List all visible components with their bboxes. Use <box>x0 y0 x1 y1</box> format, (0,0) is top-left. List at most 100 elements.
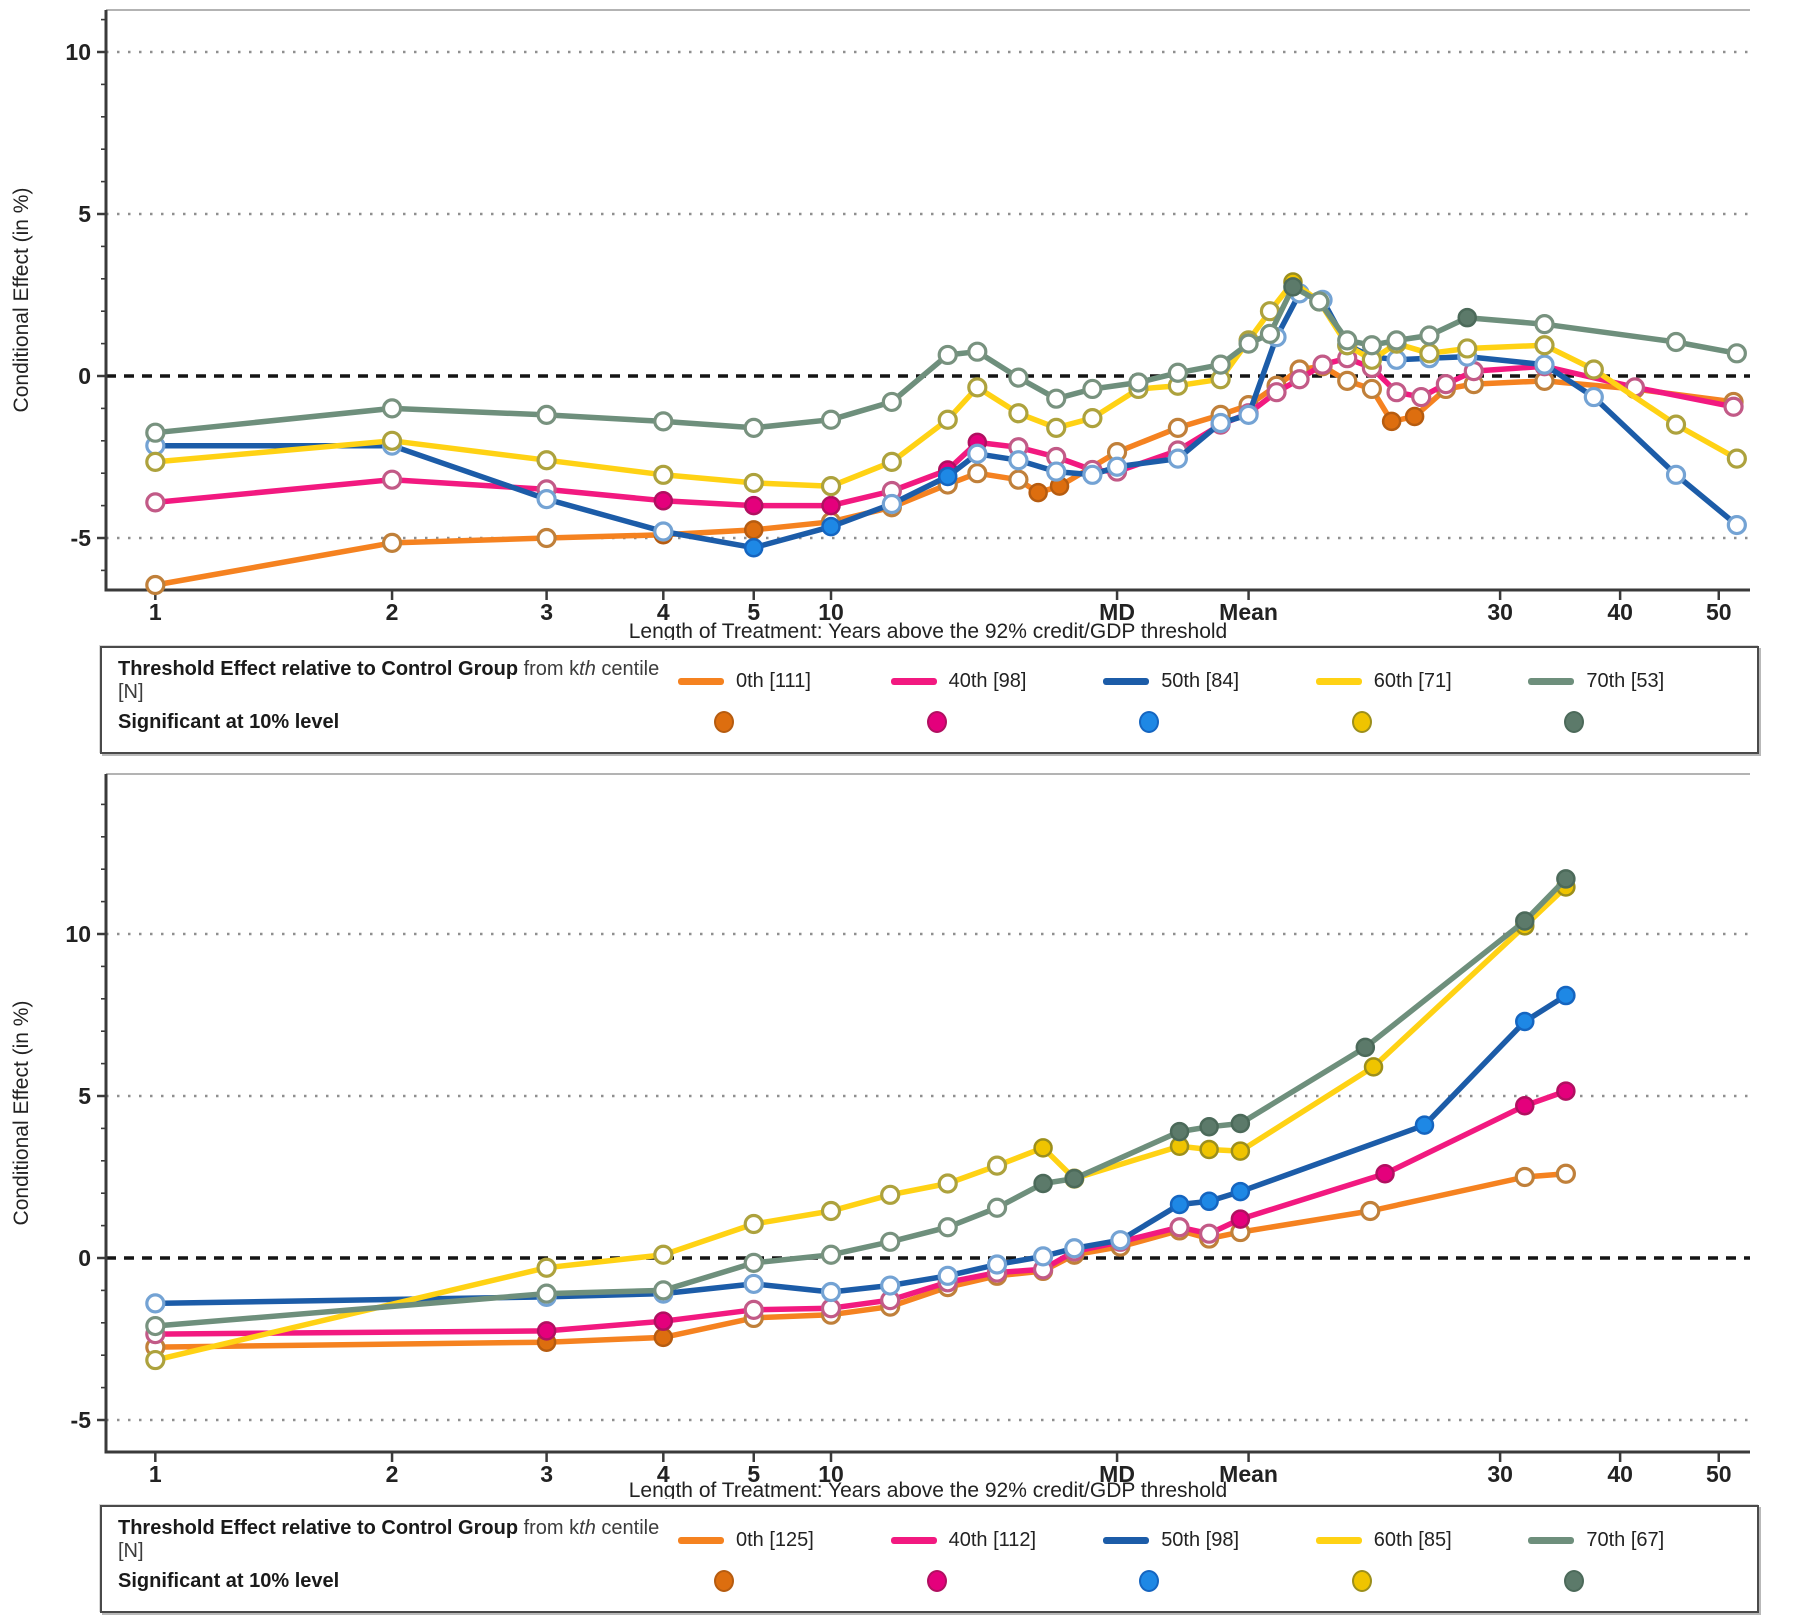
marker-open <box>1082 378 1103 400</box>
marker-open <box>743 472 764 494</box>
series-0th <box>145 1163 1576 1358</box>
marker-open <box>653 411 674 432</box>
marker-open <box>1167 362 1188 383</box>
legend-entry-40th: 40th [98] <box>890 670 1104 693</box>
marker-open <box>881 451 902 472</box>
marker-open <box>880 1184 901 1205</box>
marker-open <box>743 1252 764 1273</box>
legend-sig-slot-0th <box>678 711 891 733</box>
marker-open <box>986 1155 1008 1176</box>
marker-open <box>1210 412 1231 434</box>
legend-from-italic: th <box>579 658 596 680</box>
marker-open <box>1008 367 1029 388</box>
series-40th <box>145 1081 1576 1345</box>
marker-significant <box>536 1321 557 1341</box>
marker-open <box>937 1217 958 1238</box>
marker-open <box>536 1257 557 1278</box>
marker-open <box>1008 469 1029 490</box>
legend-line-swatch <box>1103 677 1150 685</box>
marker-open <box>881 391 902 413</box>
legend-entry-70th: 70th [67] <box>1528 1529 1741 1552</box>
legend-entry-50th: 50th [84] <box>1103 670 1316 693</box>
significance-dot <box>1564 711 1585 733</box>
legend-row-significance: Significant at 10% level <box>118 1563 1741 1599</box>
significance-dot <box>926 1570 947 1592</box>
legend-from-prefix: from k <box>523 1517 580 1539</box>
x-tick-label: 2 <box>386 1461 399 1487</box>
marker-open <box>1514 1166 1535 1188</box>
marker-open <box>1726 448 1747 469</box>
legend-title: Threshold Effect relative to Control Gro… <box>118 658 678 704</box>
marker-significant <box>937 466 958 487</box>
legend-entry-0th: 0th [125] <box>678 1529 891 1552</box>
x-tick-label: 30 <box>1487 1461 1513 1487</box>
x-tick-label: 4 <box>657 599 670 625</box>
marker-open <box>743 1299 764 1320</box>
legend-title-rest: from kth centile [N] <box>118 658 659 703</box>
legend-entry-label: 0th [111] <box>736 669 811 692</box>
marker-open <box>1167 448 1188 469</box>
series-50th <box>145 985 1576 1314</box>
marker-open <box>1534 314 1555 335</box>
legend-line-swatch <box>678 1536 724 1544</box>
legend-sig-slot-0th <box>678 1570 891 1592</box>
y-tick-label: -5 <box>71 1407 92 1433</box>
series-60th <box>145 877 1576 1371</box>
significance-dot <box>1351 711 1372 733</box>
legend-sig-slot-40th <box>891 1570 1104 1592</box>
x-tick-label: 10 <box>818 599 844 625</box>
marker-open <box>1534 354 1555 375</box>
marker-open <box>1046 417 1067 438</box>
marker-open <box>937 1173 958 1194</box>
marker-open <box>1386 382 1407 403</box>
marker-open <box>145 451 166 472</box>
marker-open <box>1361 335 1382 356</box>
marker-open <box>1266 382 1287 403</box>
marker-open <box>1312 354 1333 375</box>
marker-open <box>820 409 842 430</box>
marker-open <box>1210 354 1231 375</box>
marker-open <box>967 341 988 362</box>
marker-significant <box>1230 1141 1251 1161</box>
legend-row-series: Threshold Effect relative to Control Gro… <box>118 1517 1741 1563</box>
legend-line-swatch <box>1528 677 1575 685</box>
x-tick-label: Mean <box>1219 599 1278 625</box>
legend-entry-label: 70th [53] <box>1586 669 1665 692</box>
y-tick-label: 0 <box>78 1245 91 1271</box>
marker-open <box>937 409 958 430</box>
marker-open <box>1386 330 1407 351</box>
marker-open <box>1457 338 1478 359</box>
marker-open <box>1309 291 1330 312</box>
marker-significant <box>743 495 764 516</box>
legend-entry-label: 60th [85] <box>1373 1528 1452 1551</box>
marker-significant <box>1381 411 1402 432</box>
marker-open <box>937 1265 958 1286</box>
x-tick-label: 1 <box>149 1461 162 1487</box>
legend-entry-label: 50th [84] <box>1161 669 1240 692</box>
marker-significant <box>743 520 764 540</box>
significance-dot <box>714 711 734 733</box>
marker-open <box>653 521 674 542</box>
significance-dot <box>714 1570 734 1592</box>
marker-significant <box>743 537 764 558</box>
marker-open <box>1337 330 1358 351</box>
marker-open <box>1169 1217 1190 1238</box>
series-line <box>152 1171 1569 1350</box>
y-tick-label: 10 <box>65 39 91 65</box>
marker-open <box>820 1200 842 1222</box>
marker-open <box>536 527 557 549</box>
marker-significant <box>1033 1138 1053 1158</box>
marker-significant <box>821 495 841 516</box>
marker-open <box>381 398 403 419</box>
marker-open <box>880 1231 901 1252</box>
marker-open <box>1665 331 1687 353</box>
legend-title-bold: Threshold Effect relative to Control Gro… <box>118 658 519 680</box>
x-tick-label: 10 <box>818 1461 844 1487</box>
marker-open <box>820 476 842 497</box>
marker-open <box>1064 1238 1085 1259</box>
legend-entry-60th: 60th [85] <box>1315 1528 1529 1552</box>
legend-box-top: Threshold Effect relative to Control Gro… <box>100 646 1759 754</box>
marker-open <box>1386 349 1407 370</box>
marker-open <box>536 404 557 425</box>
